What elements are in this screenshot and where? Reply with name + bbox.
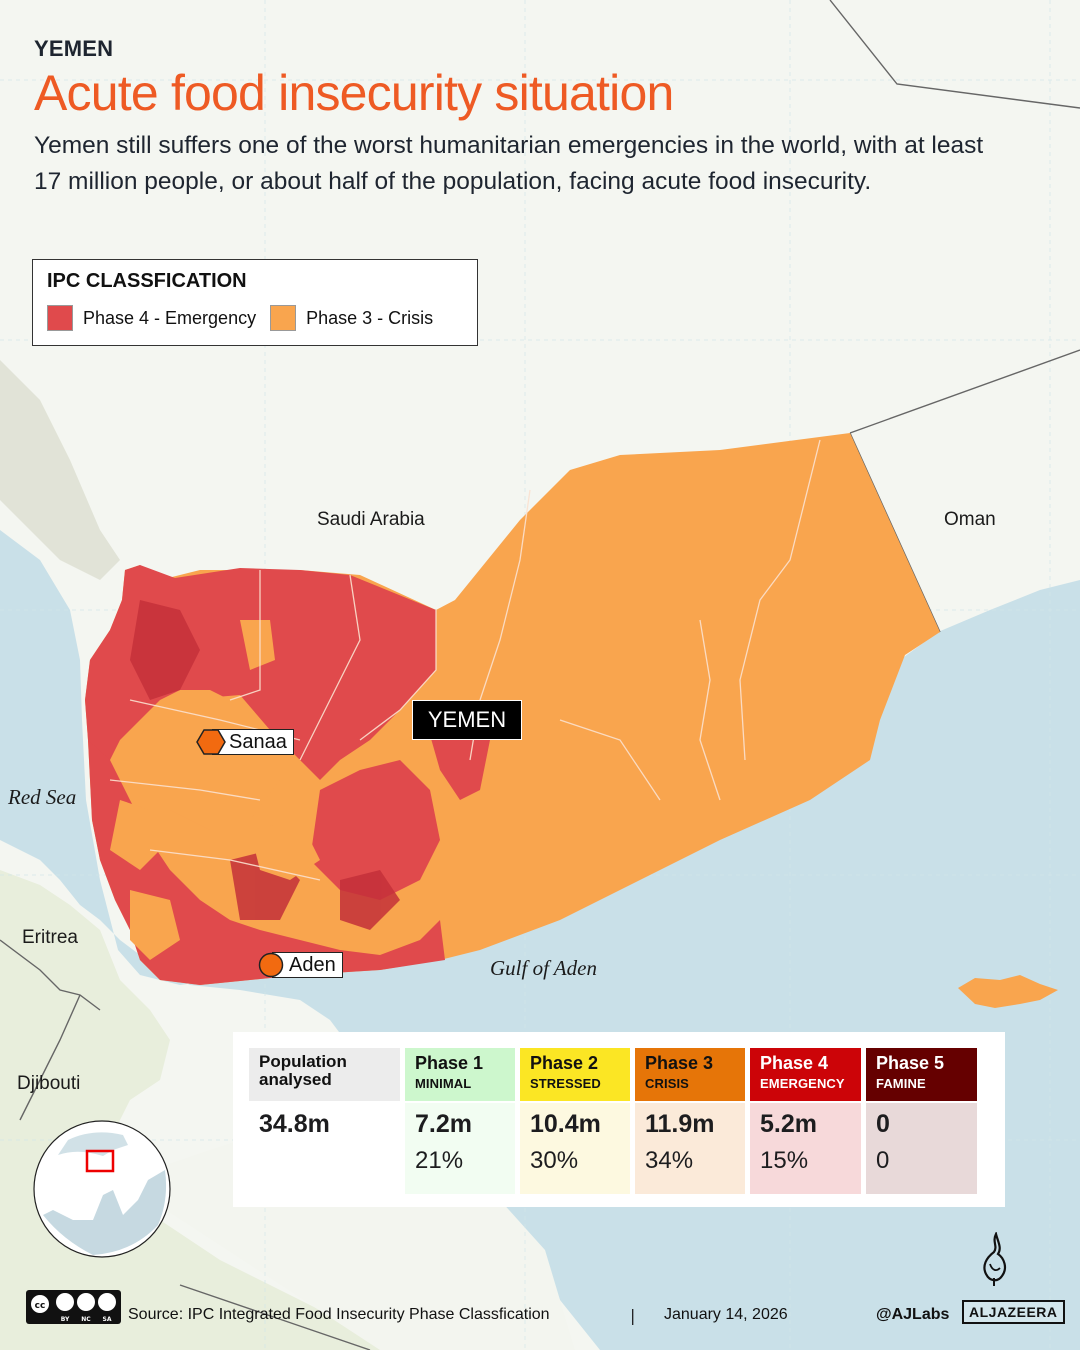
city-aden[interactable]: Aden: [258, 952, 343, 978]
city-name: Sanaa: [212, 729, 294, 755]
legend-label-phase3: Phase 3 - Crisis: [306, 307, 434, 328]
aljazeera-wordmark: ALJAZEERA: [962, 1300, 1065, 1324]
stat-head-sub: STRESSED: [530, 1076, 601, 1091]
yemen-phase4-west: [88, 740, 445, 985]
footer: cc BY NC SA Source: IPC Integrated Food …: [26, 1290, 1065, 1330]
label-oman: Oman: [944, 509, 996, 530]
page-title: Acute food insecurity situation: [34, 65, 674, 121]
circle-marker-icon: [258, 952, 284, 978]
phase4-swatch: [47, 305, 73, 331]
stat-head-sub: FAMINE: [876, 1076, 926, 1091]
stat-col-phase3: Phase 3 CRISIS 11.9m 34%: [635, 1048, 745, 1207]
separator: |: [630, 1306, 636, 1325]
svg-text:BY: BY: [61, 1316, 70, 1323]
stat-pct: 15%: [760, 1147, 809, 1174]
stat-col-phase4: Phase 4 EMERGENCY 5.2m 15%: [750, 1048, 861, 1207]
stat-value: 10.4m: [530, 1110, 601, 1138]
stats-table: Population analysed 34.8m Phase 1 MINIMA…: [233, 1032, 1005, 1207]
header: YEMEN Acute food insecurity situation Ye…: [34, 36, 1034, 200]
publish-date: January 14, 2026: [664, 1306, 788, 1323]
stat-pct: 30%: [530, 1147, 579, 1174]
kicker: YEMEN: [34, 36, 114, 61]
city-sanaa[interactable]: Sanaa: [196, 729, 294, 755]
socotra-island: [958, 975, 1058, 1008]
cc-license-icon: cc BY NC SA: [26, 1290, 121, 1324]
subtitle: Yemen still suffers one of the worst hum…: [34, 132, 984, 195]
stat-pct: 34%: [645, 1147, 694, 1174]
legend-title: IPC CLASSFICATION: [47, 270, 247, 292]
stat-head-label: Phase 1: [415, 1053, 484, 1073]
svg-text:NC: NC: [81, 1316, 91, 1323]
svg-text:cc: cc: [35, 1301, 46, 1311]
stat-head-sub: MINIMAL: [415, 1076, 472, 1091]
city-name: Aden: [272, 952, 343, 978]
ipc-legend: IPC CLASSFICATION Phase 4 - Emergency Ph…: [32, 259, 478, 346]
yemen-country-tag: YEMEN: [412, 700, 522, 740]
stat-head-label: Phase 5: [876, 1053, 945, 1073]
stat-value: 0: [876, 1110, 890, 1138]
legend-label-phase4: Phase 4 - Emergency: [83, 307, 257, 328]
label-gulf-of-aden: Gulf of Aden: [490, 956, 597, 980]
stat-pct: 0: [876, 1147, 890, 1174]
hexagon-marker-icon: [196, 729, 226, 755]
stat-head-sub: CRISIS: [645, 1076, 689, 1091]
label-eritrea: Eritrea: [22, 927, 78, 948]
stat-head-label: Phase 2: [530, 1053, 599, 1073]
social-handle[interactable]: @AJLabs: [876, 1306, 950, 1323]
stat-value: 34.8m: [259, 1110, 330, 1138]
label-saudi-arabia: Saudi Arabia: [317, 509, 425, 530]
phase3-swatch: [270, 305, 297, 331]
locator-box: [85, 1149, 115, 1173]
stat-col-phase2: Phase 2 STRESSED 10.4m 30%: [520, 1048, 630, 1207]
stat-pct: 21%: [415, 1147, 464, 1174]
stat-col-population: Population analysed 34.8m: [249, 1048, 400, 1207]
stat-value: 5.2m: [760, 1110, 817, 1138]
stat-head-label: Population analysed: [259, 1052, 347, 1089]
svg-text:SA: SA: [103, 1316, 112, 1323]
stat-value: 11.9m: [645, 1110, 715, 1138]
stat-col-phase1: Phase 1 MINIMAL 7.2m 21%: [405, 1048, 515, 1207]
stat-value: 7.2m: [415, 1110, 472, 1138]
label-red-sea: Red Sea: [8, 785, 77, 809]
stat-head-label: Phase 4: [760, 1053, 829, 1073]
locator-globe: [33, 1120, 171, 1258]
label-djibouti: Djibouti: [17, 1073, 81, 1094]
stat-head-label: Phase 3: [645, 1053, 714, 1073]
stat-col-phase5: Phase 5 FAMINE 0 0: [866, 1048, 977, 1207]
aljazeera-emblem-icon: [983, 1232, 1007, 1286]
source-text: Source: IPC Integrated Food Insecurity P…: [128, 1306, 550, 1323]
stat-head-sub: EMERGENCY: [760, 1076, 845, 1091]
